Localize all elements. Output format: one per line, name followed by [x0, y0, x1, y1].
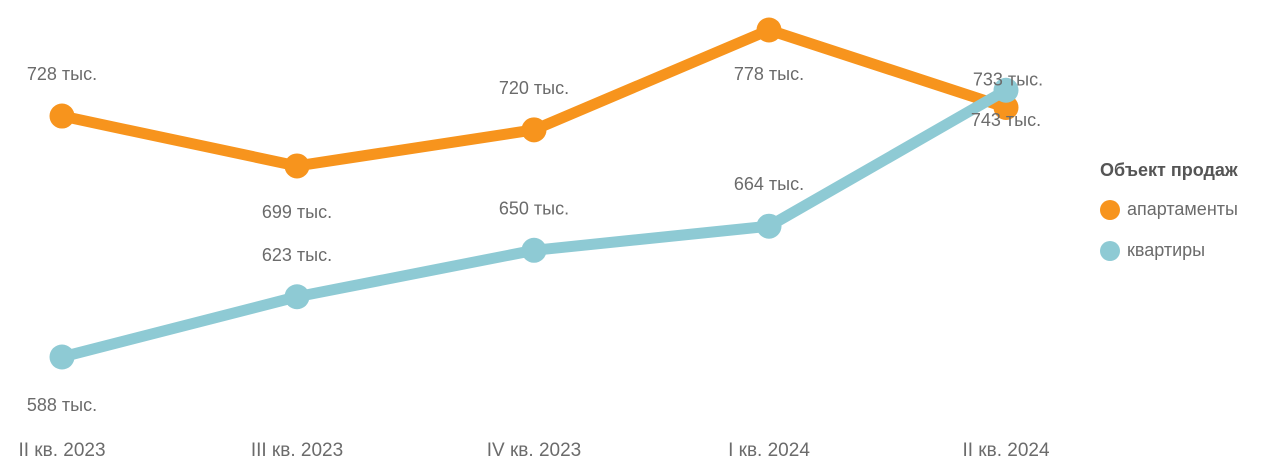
data-point-flats[interactable] [49, 344, 75, 370]
data-label-flats: 743 тыс. [971, 110, 1041, 130]
legend-marker-flats [1100, 240, 1120, 261]
series-line-apartments [56, 24, 1012, 172]
x-tick-label: III кв. 2023 [251, 440, 343, 459]
x-tick-label: II кв. 2024 [962, 440, 1050, 459]
legend-title: Объект продаж [1100, 160, 1238, 180]
data-label-apartments: 728 тыс. [27, 64, 97, 84]
x-axis-ticks: II кв. 2023 III кв. 2023 IV кв. 2023 I кв. … [18, 440, 1050, 459]
data-point-apartments[interactable] [521, 117, 547, 143]
legend-label-apartments: апартаменты [1127, 199, 1238, 219]
data-label-apartments: 778 тыс. [734, 64, 804, 84]
data-point-apartments[interactable] [284, 153, 310, 179]
data-point-apartments[interactable] [49, 103, 75, 129]
legend: Объект продаж апартаменты квартиры [1100, 160, 1238, 281]
data-point-apartments[interactable] [756, 17, 782, 43]
data-label-flats: 623 тыс. [262, 245, 332, 265]
data-label-apartments: 720 тыс. [499, 78, 569, 98]
data-labels: 728 тыс. 699 тыс. 720 тыс. 778 тыс. 733 тыс.… [27, 64, 1043, 415]
data-point-flats[interactable] [756, 213, 782, 239]
data-label-flats: 588 тыс. [27, 395, 97, 415]
x-tick-label: IV кв. 2023 [487, 440, 581, 459]
data-point-apartments[interactable] [993, 94, 1019, 120]
data-label-apartments: 699 тыс. [262, 202, 332, 222]
series-layer [49, 17, 1019, 370]
legend-label-flats: квартиры [1127, 240, 1206, 260]
x-tick-label: I кв. 2024 [728, 440, 810, 459]
x-tick-label: II кв. 2023 [18, 440, 105, 459]
data-point-flats[interactable] [521, 237, 547, 263]
data-point-flats[interactable] [284, 284, 310, 310]
legend-item-flats[interactable]: квартиры [1100, 240, 1238, 261]
data-point-flats[interactable] [993, 77, 1019, 103]
data-label-flats: 650 тыс. [499, 198, 569, 218]
legend-item-apartments[interactable]: апартаменты [1100, 199, 1238, 220]
data-label-flats: 664 тыс. [734, 174, 804, 194]
legend-marker-apartments [1100, 199, 1120, 220]
data-label-apartments: 733 тыс. [973, 69, 1043, 89]
